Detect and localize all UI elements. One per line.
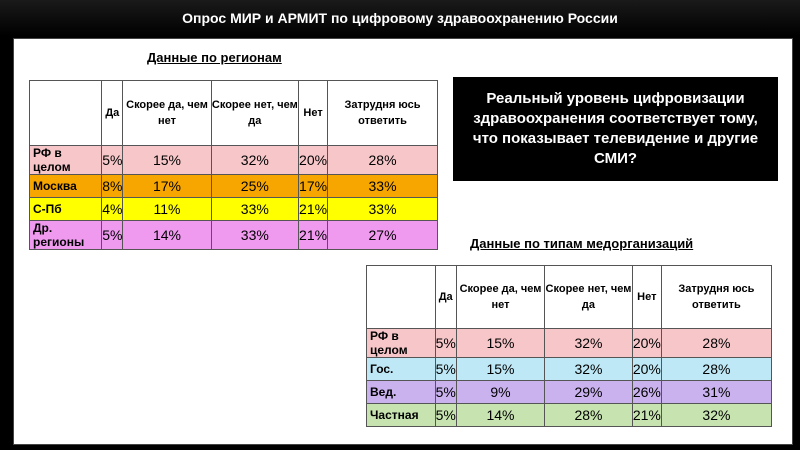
- table-cell: 21%: [298, 220, 329, 250]
- table-row: Частная 5% 14% 28% 21% 32%: [366, 403, 773, 427]
- table-row: С-Пб 4% 11% 33% 21% 33%: [28, 197, 438, 221]
- row-label: Вед.: [366, 380, 436, 404]
- column-header: Скорее нет, чем да: [544, 265, 633, 329]
- table-row: Др. регионы 5% 14% 33% 21% 27%: [28, 220, 438, 250]
- row-label: РФ в целом: [28, 145, 103, 175]
- column-header: Скорее нет, чем да: [210, 80, 300, 146]
- table-cell: 25%: [210, 174, 300, 198]
- table-cell: 33%: [327, 174, 438, 198]
- column-header: Скорее да, чем нет: [122, 80, 212, 146]
- table-cell: 28%: [660, 357, 773, 381]
- table-cell: 32%: [660, 403, 773, 427]
- table-cell: 8%: [101, 174, 124, 198]
- table-cell: 20%: [631, 357, 662, 381]
- column-header: Да: [434, 265, 457, 329]
- column-header: Затрудня юсь ответить: [327, 80, 438, 146]
- column-header: Нет: [298, 80, 329, 146]
- column-header: [366, 265, 436, 329]
- table-cell: 9%: [455, 380, 546, 404]
- question-callout: Реальный уровень цифровизации здравоохра…: [453, 77, 778, 181]
- table-cell: 20%: [631, 328, 662, 358]
- table-cell: 17%: [298, 174, 329, 198]
- table-cell: 21%: [298, 197, 329, 221]
- table-cell: 15%: [122, 145, 212, 175]
- table-row: Вед. 5% 9% 29% 26% 31%: [366, 380, 773, 404]
- table-cell: 5%: [434, 403, 457, 427]
- table-cell: 33%: [327, 197, 438, 221]
- table-cell: 29%: [544, 380, 633, 404]
- table-cell: 5%: [101, 220, 124, 250]
- table-cell: 33%: [210, 197, 300, 221]
- row-label: Гос.: [366, 357, 436, 381]
- row-label: РФ в целом: [366, 328, 436, 358]
- table-cell: 32%: [544, 328, 633, 358]
- table-cell: 14%: [455, 403, 546, 427]
- table-cell: 4%: [101, 197, 124, 221]
- table-cell: 5%: [101, 145, 124, 175]
- table-cell: 28%: [327, 145, 438, 175]
- row-label: С-Пб: [28, 197, 103, 221]
- table-cell: 21%: [631, 403, 662, 427]
- org-types-table: Да Скорее да, чем нет Скорее нет, чем да Не…: [366, 265, 773, 427]
- table-row: Гос. 5% 15% 32% 20% 28%: [366, 357, 773, 381]
- table-cell: 20%: [298, 145, 329, 175]
- table-cell: 33%: [210, 220, 300, 250]
- table-cell: 28%: [660, 328, 773, 358]
- slide-title: Опрос МИР и АРМИТ по цифровому здравоохр…: [0, 0, 800, 36]
- table-cell: 27%: [327, 220, 438, 250]
- table-cell: 32%: [210, 145, 300, 175]
- table-cell: 5%: [434, 328, 457, 358]
- table-cell: 15%: [455, 328, 546, 358]
- table-cell: 5%: [434, 380, 457, 404]
- table-row: РФ в целом 5% 15% 32% 20% 28%: [28, 145, 438, 175]
- table-row: РФ в целом 5% 15% 32% 20% 28%: [366, 328, 773, 358]
- table-cell: 26%: [631, 380, 662, 404]
- row-label: Частная: [366, 403, 436, 427]
- table-cell: 14%: [122, 220, 212, 250]
- table-cell: 11%: [122, 197, 212, 221]
- regions-heading: Данные по регионам: [147, 50, 282, 65]
- table-cell: 15%: [455, 357, 546, 381]
- column-header: Нет: [631, 265, 662, 329]
- table-cell: 5%: [434, 357, 457, 381]
- table-header-row: Да Скорее да, чем нет Скорее нет, чем да Не…: [366, 265, 773, 329]
- row-label: Москва: [28, 174, 103, 198]
- table-cell: 32%: [544, 357, 633, 381]
- regions-table: Да Скорее да, чем нет Скорее нет, чем да Не…: [28, 80, 438, 250]
- table-cell: 31%: [660, 380, 773, 404]
- row-label: Др. регионы: [28, 220, 103, 250]
- org-types-heading: Данные по типам медорганизаций: [470, 236, 694, 251]
- column-header: [28, 80, 103, 146]
- table-cell: 28%: [544, 403, 633, 427]
- table-row: Москва 8% 17% 25% 17% 33%: [28, 174, 438, 198]
- table-header-row: Да Скорее да, чем нет Скорее нет, чем да Не…: [28, 80, 438, 146]
- table-cell: 17%: [122, 174, 212, 198]
- column-header: Затрудня юсь ответить: [660, 265, 773, 329]
- column-header: Да: [101, 80, 124, 146]
- column-header: Скорее да, чем нет: [455, 265, 546, 329]
